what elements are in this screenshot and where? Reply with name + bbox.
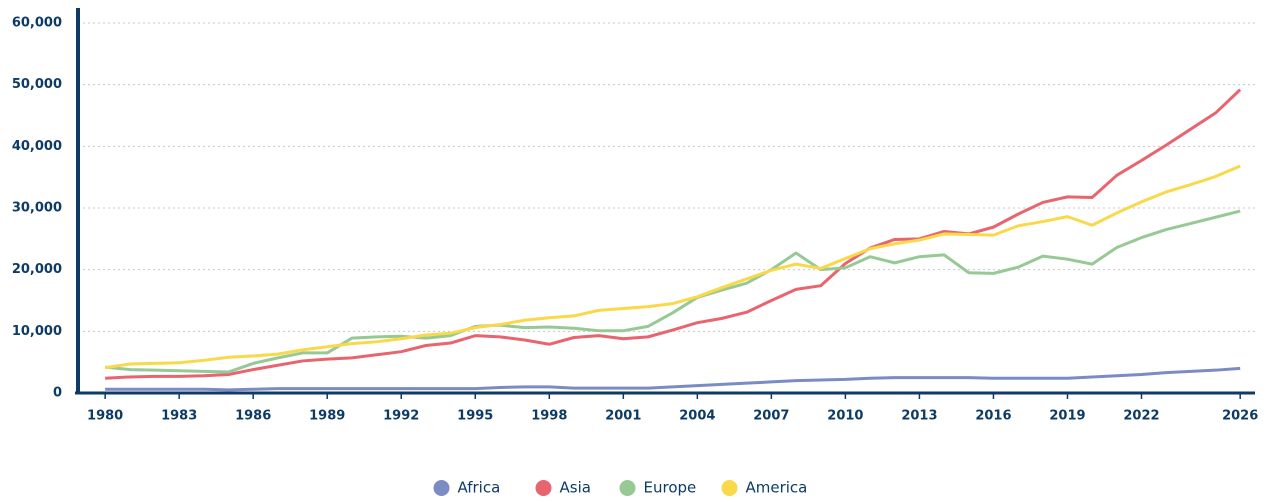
series-line: [105, 366, 1241, 392]
legend-label: Europe: [644, 479, 697, 497]
x-tick-label: 2019: [1049, 409, 1085, 424]
legend-swatch: [619, 480, 636, 496]
x-tick-label: 1995: [457, 409, 493, 424]
x-tick-label: 2013: [901, 409, 937, 424]
y-tick-label: 30,000: [12, 201, 62, 216]
x-tick-label: 1989: [309, 409, 345, 424]
legend-swatch: [433, 480, 450, 496]
x-tick-label: 2026: [1222, 409, 1258, 424]
series-line: [104, 209, 1241, 374]
x-tick-label: 2022: [1123, 409, 1159, 424]
series-line: [105, 88, 1242, 380]
y-tick-label: 10,000: [12, 324, 62, 339]
series-line: [104, 164, 1241, 370]
x-tick-label: 1980: [87, 409, 123, 424]
y-tick-label: 60,000: [12, 16, 62, 31]
x-tick-label: 2007: [753, 409, 789, 424]
legend-label: Asia: [560, 479, 591, 497]
y-tick-label: 0: [53, 386, 62, 401]
x-tick-label: 2016: [975, 409, 1011, 424]
y-tick-label: 20,000: [12, 262, 62, 277]
legend-swatch: [721, 480, 738, 496]
x-tick-label: 1998: [531, 409, 567, 424]
legend-label: Africa: [458, 479, 501, 497]
x-tick-label: 2001: [605, 409, 641, 424]
x-tick-label: 2004: [679, 409, 715, 424]
x-tick-label: 1992: [383, 409, 419, 424]
legend-swatch: [535, 480, 552, 496]
x-tick-label: 2010: [827, 409, 863, 424]
x-tick-label: 1983: [161, 409, 197, 424]
legend-label: America: [746, 479, 808, 497]
y-tick-label: 50,000: [12, 77, 62, 92]
y-tick-label: 40,000: [12, 139, 62, 154]
x-tick-label: 1986: [235, 409, 271, 424]
